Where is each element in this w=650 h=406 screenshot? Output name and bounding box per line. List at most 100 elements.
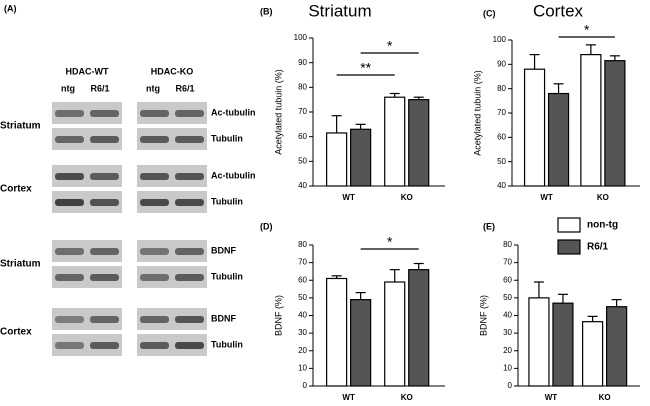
panel-label: (A) — [4, 3, 17, 13]
blot-band — [140, 274, 169, 281]
blot-strip — [137, 240, 207, 262]
x-tick-label: KO — [597, 193, 609, 202]
band-label: Tubulin — [211, 339, 243, 349]
bar — [582, 321, 604, 387]
blot-band — [55, 136, 84, 143]
blot-strip — [52, 102, 122, 124]
blot-strip — [52, 334, 122, 356]
blot-strip — [137, 128, 207, 150]
blot-band — [175, 136, 204, 143]
x-tick-label: WT — [342, 193, 355, 202]
y-axis-label: Acetylated tubuin (%) — [273, 69, 283, 155]
blot-strip — [52, 165, 122, 187]
chart-title: Striatum — [308, 1, 371, 20]
band-label: Ac-tubulin — [211, 107, 256, 117]
blot-band — [55, 342, 84, 349]
blot-band — [175, 274, 204, 281]
bar — [326, 132, 348, 187]
bar — [408, 269, 430, 387]
blot-strip — [52, 240, 122, 262]
blot-strip — [137, 334, 207, 356]
bar — [580, 53, 602, 187]
blot-strip — [137, 266, 207, 288]
x-tick-label: KO — [401, 193, 413, 202]
y-tick-label: 80 — [298, 240, 307, 249]
bar — [604, 60, 626, 187]
y-tick-label: 20 — [503, 346, 512, 355]
significance-label: * — [387, 38, 393, 54]
blot-band — [175, 199, 204, 206]
blot-band — [140, 199, 169, 206]
y-tick-label: 0 — [303, 381, 308, 390]
blot-band — [90, 274, 119, 281]
bar — [552, 302, 574, 387]
bar — [547, 92, 570, 187]
y-tick-label: 20 — [298, 346, 307, 355]
blot-strip — [137, 191, 207, 213]
y-tick-label: 60 — [503, 275, 512, 284]
band-label: Tubulin — [211, 271, 243, 281]
panel-label: (E) — [483, 221, 495, 231]
bar — [326, 277, 348, 387]
blot-band — [90, 342, 119, 349]
y-tick-label: 90 — [298, 58, 307, 67]
group-label: HDAC-WT — [66, 66, 109, 76]
blot-band — [55, 110, 84, 117]
y-tick-label: 40 — [298, 311, 307, 320]
blot-band — [140, 110, 169, 117]
band-label: Tubulin — [211, 133, 243, 143]
blot-band — [90, 316, 119, 323]
group-label: HDAC-KO — [151, 66, 194, 76]
y-tick-label: 70 — [298, 107, 307, 116]
y-tick-label: 60 — [298, 132, 307, 141]
blot-band — [55, 199, 84, 206]
x-tick-label: WT — [545, 393, 558, 402]
bar — [606, 306, 628, 387]
region-label: Cortex — [0, 184, 32, 195]
bar — [408, 99, 430, 187]
y-tick-label: 50 — [298, 293, 307, 302]
panel-label: (C) — [483, 8, 496, 18]
blot-band — [90, 110, 119, 117]
bar — [350, 128, 372, 187]
y-tick-label: 40 — [298, 181, 307, 190]
x-tick-label: KO — [401, 393, 413, 402]
y-tick-label: 70 — [503, 258, 512, 267]
blot-band — [140, 248, 169, 255]
lane-label: ntg — [61, 83, 75, 93]
blot-band — [55, 173, 84, 180]
blot-band — [175, 110, 204, 117]
blot-strip — [52, 191, 122, 213]
bar — [350, 299, 372, 387]
blot-band — [140, 136, 169, 143]
region-label: Striatum — [0, 121, 41, 132]
significance-label: * — [387, 234, 393, 250]
region-label: Cortex — [0, 327, 32, 338]
bar — [523, 68, 546, 187]
y-tick-label: 100 — [294, 33, 308, 42]
blot-band — [140, 173, 169, 180]
panel-label: (B) — [260, 6, 273, 16]
blot-band — [175, 248, 204, 255]
bar — [384, 281, 406, 387]
y-tick-label: 80 — [497, 84, 506, 93]
bar — [528, 297, 550, 387]
blot-band — [140, 342, 169, 349]
y-tick-label: 50 — [503, 293, 512, 302]
blot-strip — [52, 266, 122, 288]
blot-strip — [137, 308, 207, 330]
y-tick-label: 40 — [503, 311, 512, 320]
y-tick-label: 40 — [497, 181, 506, 190]
y-tick-label: 30 — [503, 328, 512, 337]
region-label: Striatum — [0, 259, 41, 270]
band-label: BDNF — [211, 245, 236, 255]
y-tick-label: 60 — [497, 132, 506, 141]
legend-label: non-tg — [587, 220, 618, 231]
band-label: BDNF — [211, 313, 236, 323]
y-tick-label: 0 — [508, 381, 513, 390]
band-label: Ac-tubulin — [211, 170, 256, 180]
x-tick-label: KO — [599, 393, 611, 402]
y-tick-label: 30 — [298, 328, 307, 337]
legend-swatch — [557, 239, 581, 255]
